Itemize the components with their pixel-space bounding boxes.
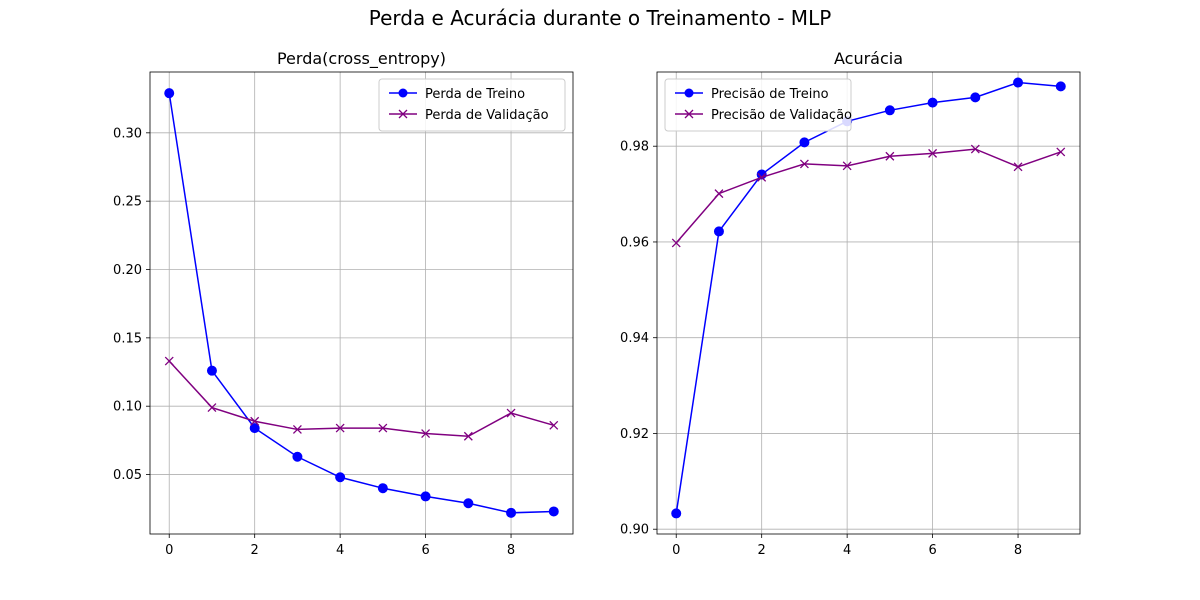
data-point [292,451,303,462]
data-point [884,105,895,116]
chart-title: Acurácia [834,49,903,68]
axes-frame [149,71,574,535]
x-tick-label: 6 [928,543,936,558]
y-tick-label: 0.25 [113,195,142,210]
data-point [671,508,682,519]
data-point [206,365,217,376]
x-tick-label: 0 [165,543,173,558]
data-point [377,483,388,494]
data-point [885,151,895,161]
series-line-val [675,148,1062,244]
data-point [164,88,175,99]
data-point [927,97,938,108]
series-line-train [168,93,554,514]
data-point [292,424,302,434]
legend-box [378,78,566,132]
x-tick-label: 6 [421,543,429,558]
data-point [714,189,724,199]
legend-label: Precisão de Treino [711,87,829,102]
data-point [164,356,174,366]
x-tick-label: 2 [758,543,766,558]
data-point [757,172,767,182]
data-point [799,137,810,148]
y-tick-label: 0.92 [620,427,649,442]
y-tick-label: 0.98 [620,140,649,155]
x-tick-label: 4 [843,543,851,558]
data-point [671,238,681,248]
series-line-val [168,360,554,438]
data-point [250,416,260,426]
data-point [842,161,852,171]
data-point [463,431,473,441]
data-point [549,420,559,430]
data-point [506,507,517,518]
data-point [335,472,346,483]
y-tick-label: 0.10 [113,400,142,415]
y-tick-label: 0.05 [113,468,142,483]
data-point [421,429,431,438]
legend-marker [684,109,694,119]
legend-marker [398,109,408,119]
y-tick-label: 0.15 [113,331,142,346]
y-tick-label: 0.20 [113,263,142,278]
axes-frame [656,71,1081,535]
legend-label: Precisão de Validação [711,108,852,123]
x-tick-label: 4 [336,543,344,558]
data-point [463,498,474,509]
chart-title: Perda(cross_entropy) [277,49,446,69]
x-tick-label: 8 [507,543,515,558]
series-line-train [675,81,1061,514]
legend-box [664,78,852,132]
legend-label: Perda de Treino [425,87,525,102]
data-point [548,506,559,517]
data-point [799,159,809,169]
x-tick-label: 0 [672,543,680,558]
data-point [420,491,431,502]
data-point [928,148,938,158]
legend-marker [684,88,694,98]
data-point [1013,162,1023,172]
y-tick-label: 0.90 [620,523,649,538]
data-point [970,92,981,103]
y-tick-label: 0.94 [620,331,649,346]
data-point [1056,147,1066,157]
legend-label: Perda de Validação [425,108,549,123]
legend-marker [398,88,408,98]
data-point [207,403,217,413]
data-point [970,144,980,154]
x-tick-label: 2 [251,543,259,558]
data-point [713,226,724,237]
data-point [335,423,345,433]
data-point [249,423,260,434]
data-point [506,408,516,418]
y-tick-label: 0.30 [113,126,142,141]
x-tick-label: 8 [1014,543,1022,558]
figure-title: Perda e Acurácia durante o Treinamento -… [368,6,832,30]
data-point [1013,77,1024,88]
data-point [378,423,388,433]
data-point [1055,81,1066,92]
y-tick-label: 0.96 [620,235,649,250]
